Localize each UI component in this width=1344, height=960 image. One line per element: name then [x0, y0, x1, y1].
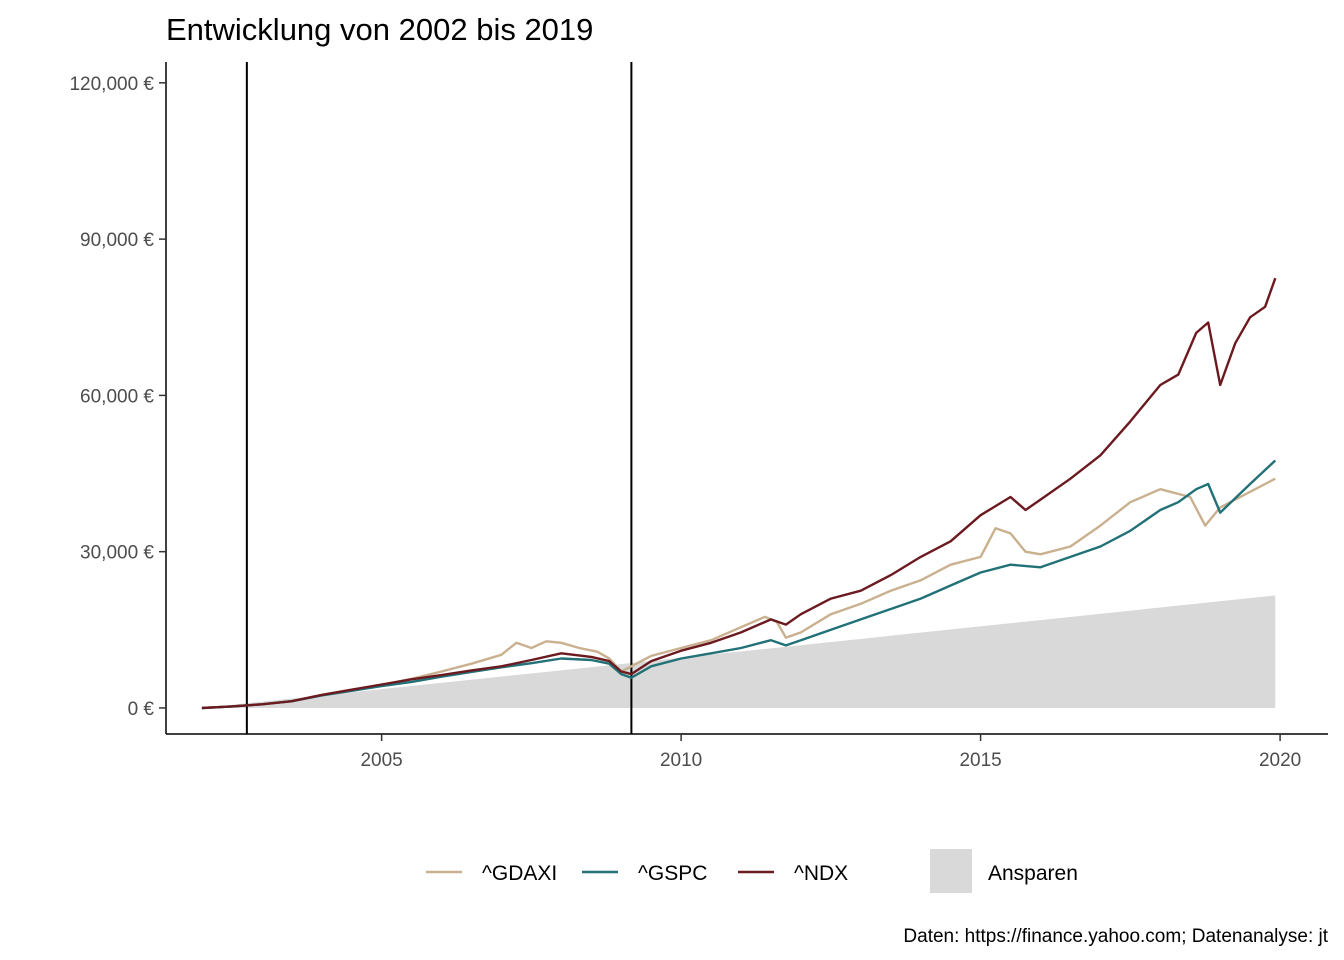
x-tick-label: 2015: [959, 750, 1001, 771]
series-line-ndx: [201, 277, 1277, 710]
series-line-gdaxi: [201, 477, 1276, 710]
ansparen-area-layer: [201, 595, 1276, 708]
legend: ^GDAXI ^GSPC ^NDX Ansparen: [426, 849, 1078, 893]
legend-label-gspc: ^GSPC: [638, 862, 707, 885]
ansparen-area: [201, 595, 1276, 708]
legend-label-ndx: ^NDX: [794, 862, 848, 885]
y-tick-label: 30,000 €: [80, 543, 154, 564]
series-lines-layer: [201, 277, 1277, 710]
legend-label-gdaxi: ^GDAXI: [482, 862, 557, 885]
legend-key-ansparen: [930, 849, 972, 893]
x-tick-label: 2020: [1259, 750, 1301, 771]
x-tick-label: 2005: [360, 750, 402, 771]
vertical-marker-lines: [245, 62, 633, 734]
y-tick-label: 60,000 €: [80, 386, 154, 407]
legend-label-ansparen: Ansparen: [988, 862, 1078, 885]
y-axis-ticks: 0 € 30,000 € 60,000 € 90,000 € 120,000 €: [69, 74, 166, 720]
y-tick-label: 120,000 €: [69, 74, 154, 95]
x-axis-ticks: 2005 2010 2015 2020: [360, 734, 1301, 771]
chart-caption: Daten: https://finance.yahoo.com; Datena…: [903, 926, 1328, 947]
y-tick-label: 90,000 €: [80, 230, 154, 251]
chart-title: Entwicklung von 2002 bis 2019: [166, 12, 593, 47]
series-line-gspc: [201, 459, 1277, 710]
y-tick-label: 0 €: [128, 699, 155, 720]
x-tick-label: 2010: [660, 750, 702, 771]
